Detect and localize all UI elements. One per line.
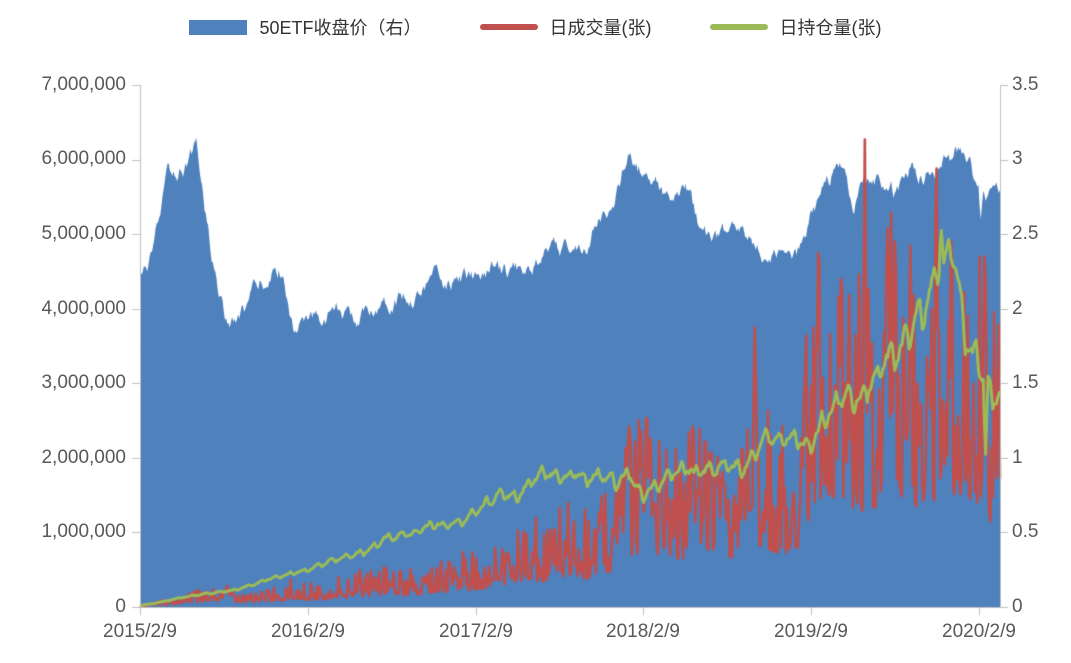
y-left-tick-label: 5,000,000: [41, 223, 126, 244]
x-tick-label: 2015/2/9: [103, 621, 177, 642]
legend: 50ETF收盘价（右） 日成交量(张) 日持仓量(张): [0, 14, 1071, 40]
area-swatch-icon: [189, 19, 248, 35]
line-swatch-icon: [709, 24, 768, 30]
y-right-tick-label: 0.5: [1012, 521, 1039, 542]
legend-item-volume: 日成交量(张): [479, 14, 652, 40]
x-tick-label: 2016/2/9: [271, 621, 345, 642]
legend-item-open-interest: 日持仓量(张): [709, 14, 882, 40]
y-left-tick-label: 0: [115, 596, 126, 617]
legend-label-volume: 日成交量(张): [549, 18, 652, 38]
line-swatch-icon: [479, 24, 538, 30]
y-left-tick-label: 7,000,000: [41, 74, 126, 95]
y-left-tick-label: 3,000,000: [41, 372, 126, 393]
y-left-tick-label: 4,000,000: [41, 298, 126, 319]
x-tick-label: 2020/2/9: [942, 621, 1016, 642]
y-right-tick-label: 3.5: [1012, 74, 1039, 95]
legend-label-open-interest: 日持仓量(张): [779, 18, 882, 38]
y-right-tick-label: 2: [1012, 298, 1023, 319]
legend-label-close-price: 50ETF收盘价（右）: [259, 18, 422, 38]
x-tick-label: 2019/2/9: [774, 621, 848, 642]
y-right-tick-label: 2.5: [1012, 223, 1039, 244]
y-right-tick-label: 3: [1012, 148, 1023, 169]
legend-item-close-price: 50ETF收盘价（右）: [189, 14, 422, 40]
y-left-tick-label: 6,000,000: [41, 148, 126, 169]
y-right-tick-label: 0: [1012, 596, 1023, 617]
y-left-tick-label: 2,000,000: [41, 447, 126, 468]
y-left-tick-label: 1,000,000: [41, 521, 126, 542]
y-right-tick-label: 1.5: [1012, 372, 1039, 393]
x-tick-label: 2017/2/9: [439, 621, 513, 642]
y-right-tick-label: 1: [1012, 447, 1023, 468]
x-tick-label: 2018/2/9: [606, 621, 680, 642]
